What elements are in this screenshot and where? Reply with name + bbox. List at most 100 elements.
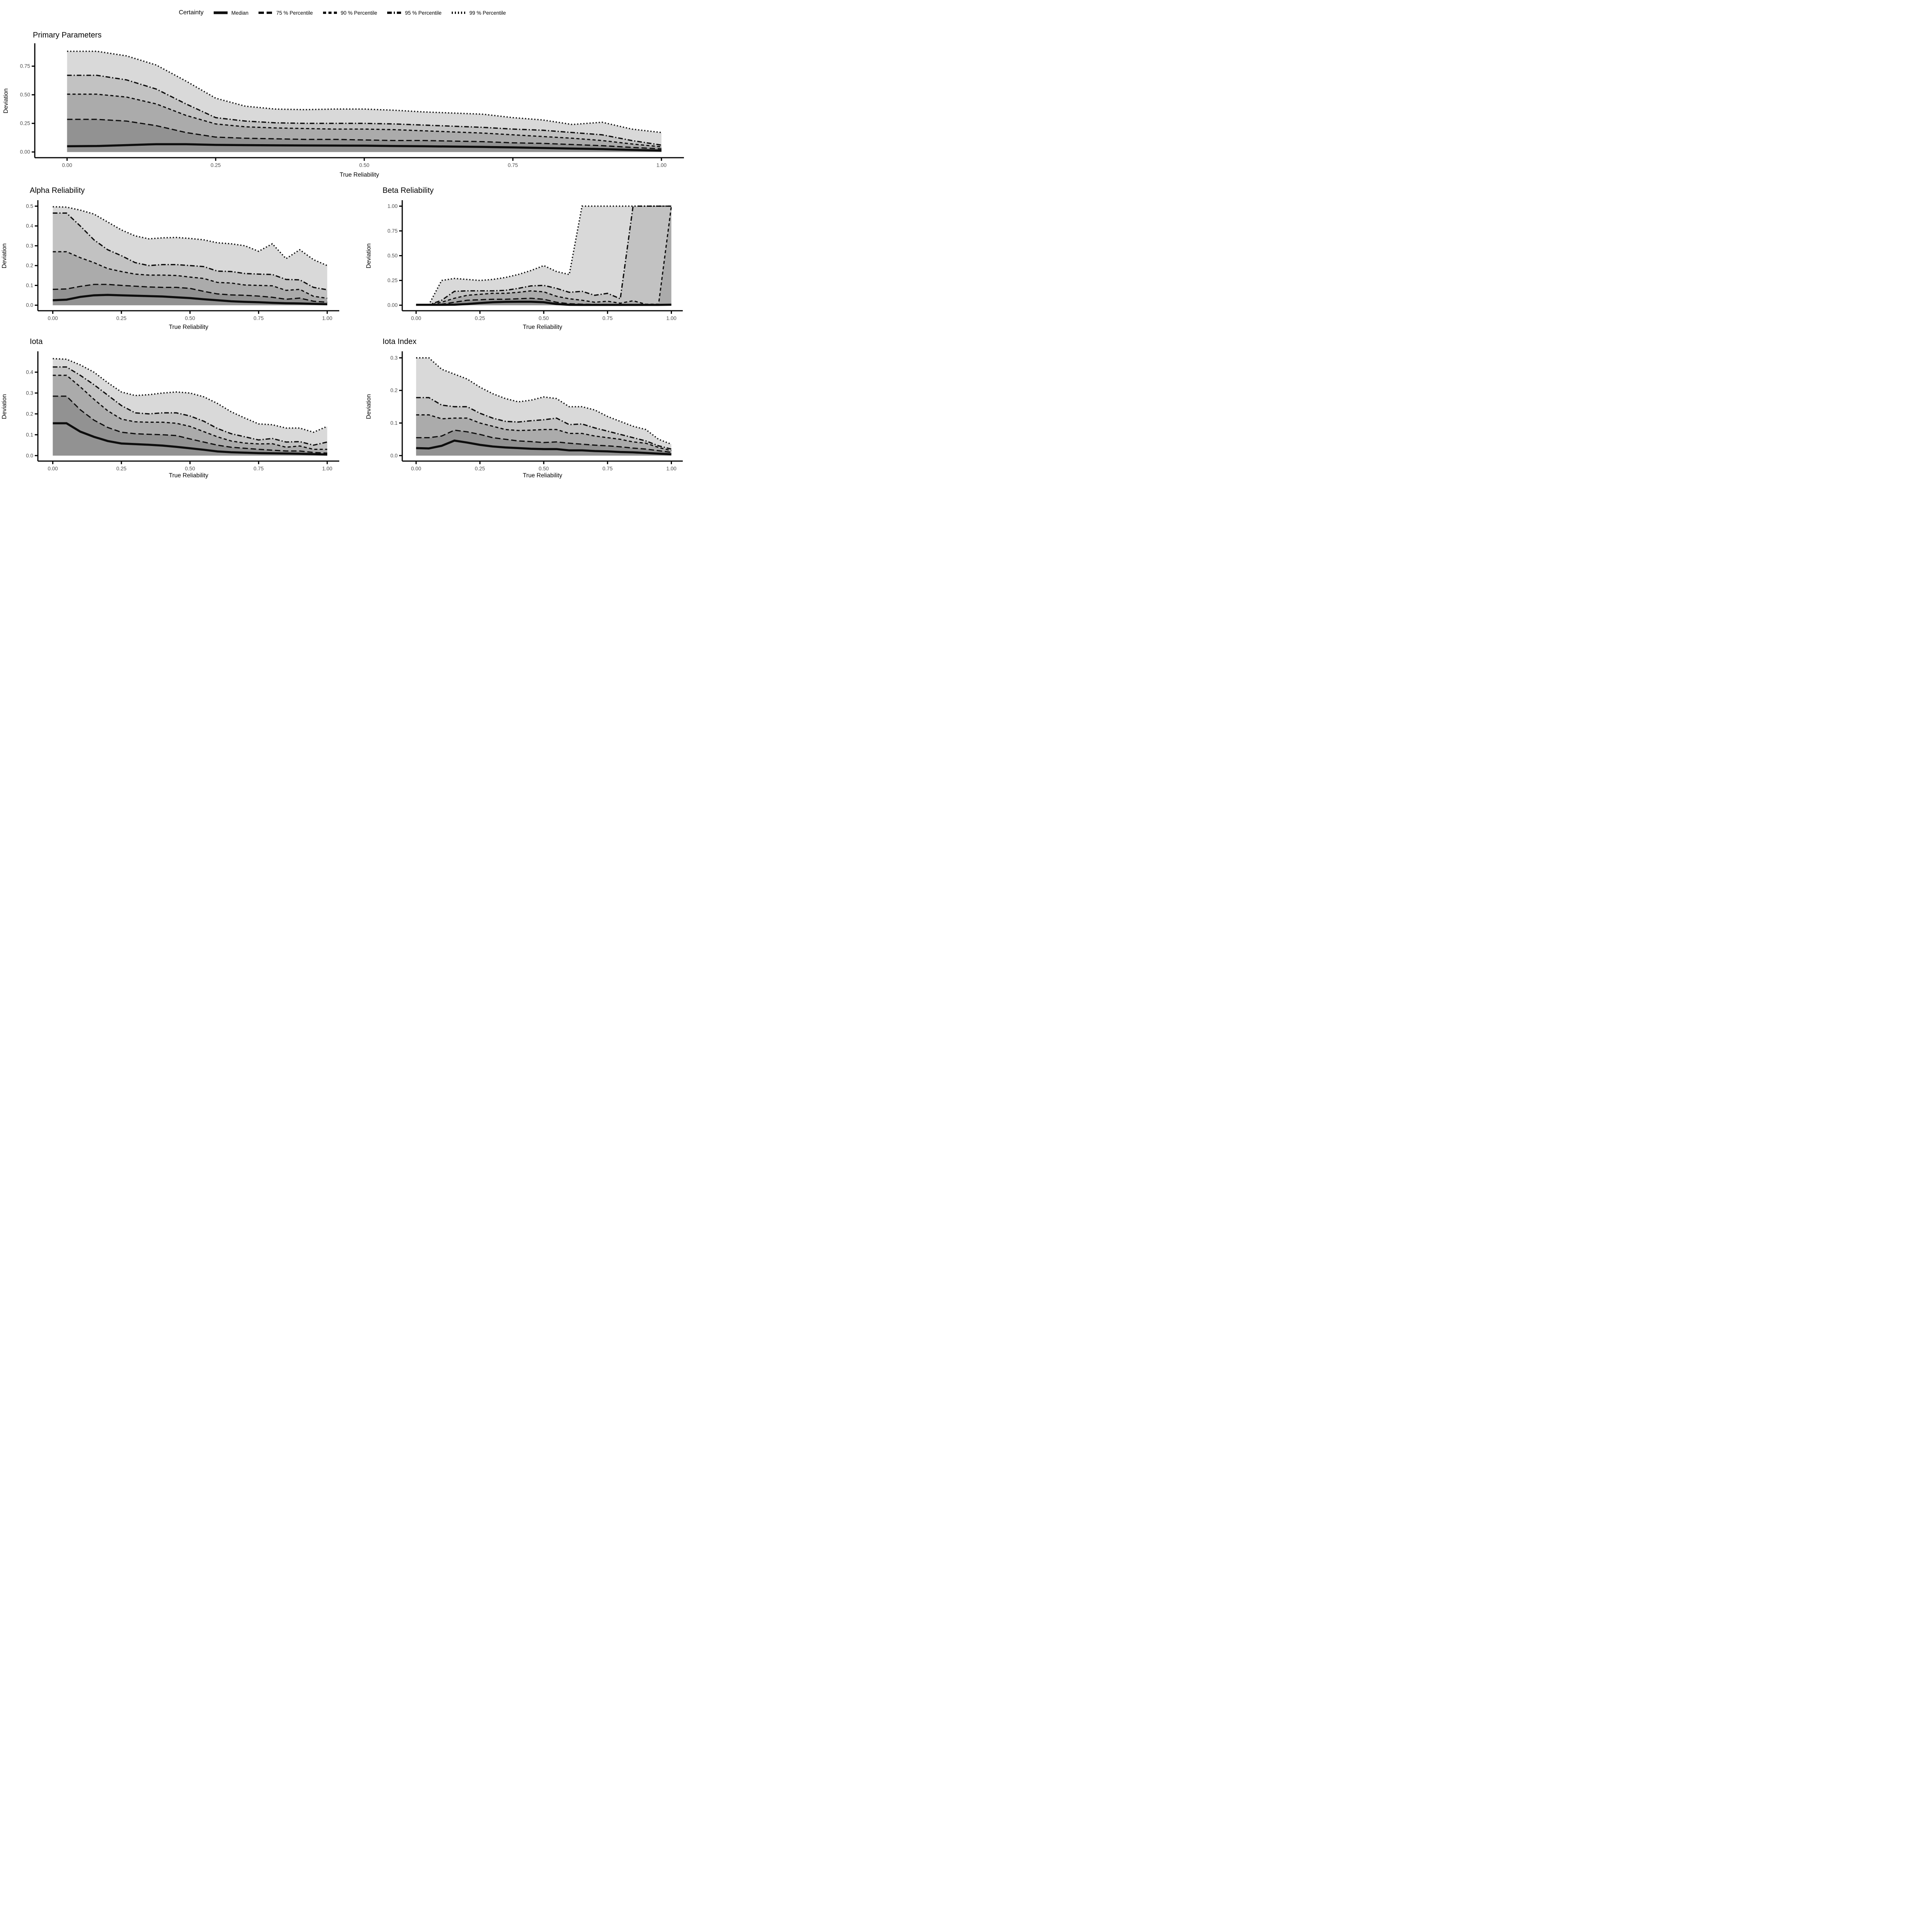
series-line-95 % Percentile [416, 397, 672, 450]
series-line-Median [53, 294, 327, 305]
x-tick-label: 0.50 [539, 315, 549, 321]
x-axis-title: True Reliability [169, 472, 208, 479]
percentile-band [416, 206, 672, 305]
legend-item-p99: 99 % Percentile [451, 10, 506, 16]
x-tick-label: 0.75 [253, 466, 264, 472]
series-line-75 % Percentile [53, 284, 327, 303]
x-tick-label: 0.50 [539, 466, 549, 472]
legend-item-label: 90 % Percentile [340, 10, 378, 16]
y-tick-label: 0.2 [26, 263, 33, 269]
iota-chart: 0.0 0.1 0.2 0.3 0.4 0.00 0.25 0.50 0.75 1.00 [26, 351, 339, 472]
y-tick-label: 0.5 [26, 203, 33, 209]
y-tick-label: 0.25 [388, 278, 398, 283]
figure: Certainty Median 75 % Percentile 90 % Pe… [0, 0, 685, 479]
series-line-95 % Percentile [53, 212, 328, 291]
legend-item-label: 75 % Percentile [276, 10, 313, 16]
y-tick-label: 0.75 [388, 228, 398, 234]
series-line-90 % Percentile [53, 375, 327, 450]
series-line-90 % Percentile [416, 414, 672, 451]
y-tick-label: 0.2 [26, 411, 33, 417]
y-tick-label: 1.00 [388, 203, 398, 209]
x-tick-label: 0.75 [253, 315, 264, 321]
x-tick-label: 0.25 [475, 315, 485, 321]
y-axis-title: Deviation [366, 394, 372, 419]
series-line-99 % Percentile [67, 51, 662, 133]
y-tick-label: 0.1 [26, 283, 33, 288]
x-tick-label: 0.50 [185, 466, 195, 472]
y-tick-label: 0.50 [388, 253, 398, 259]
series-line-Median [53, 422, 327, 456]
y-tick-label: 0.75 [20, 63, 30, 69]
y-tick-label: 0.00 [388, 302, 398, 308]
panel-title-iota-index: Iota Index [383, 337, 417, 346]
series-line-95 % Percentile [53, 366, 328, 446]
x-tick-label: 1.00 [322, 315, 332, 321]
percentile-band [53, 396, 327, 456]
series-line-95 % Percentile [67, 75, 662, 146]
percentile-band [53, 284, 327, 305]
x-tick-label: 0.50 [185, 315, 195, 321]
legend-title: Certainty [179, 9, 204, 16]
series-line-99 % Percentile [416, 357, 672, 445]
series-line-99 % Percentile [416, 205, 672, 306]
series-line-Median [416, 439, 672, 456]
legend-item-label: 99 % Percentile [469, 10, 506, 16]
y-axis-title: Deviation [3, 88, 9, 114]
p99-line-key-icon [451, 12, 466, 14]
panel-title-iota: Iota [30, 337, 43, 346]
x-axis-title: True Reliability [523, 324, 562, 330]
y-tick-label: 0.00 [20, 149, 30, 155]
p95-line-key-icon [387, 12, 401, 14]
y-tick-label: 0.3 [26, 243, 33, 249]
y-axis-title: Deviation [1, 394, 8, 419]
series-line-75 % Percentile [67, 119, 662, 150]
y-tick-label: 0.4 [26, 369, 33, 375]
x-tick-label: 0.25 [211, 162, 221, 168]
y-tick-label: 0.1 [26, 432, 33, 438]
x-tick-label: 0.25 [116, 315, 126, 321]
legend-item-label: Median [231, 10, 249, 16]
median-line-key-icon [213, 11, 228, 14]
series-line-Median [416, 300, 672, 306]
y-tick-label: 0.0 [390, 453, 398, 458]
x-tick-label: 0.00 [411, 466, 421, 472]
y-tick-label: 0.2 [390, 388, 398, 393]
p75-line-key-icon [259, 12, 273, 14]
panel-title-beta-reliability: Beta Reliability [383, 186, 434, 195]
y-tick-label: 0.4 [26, 223, 33, 229]
beta-reliability-chart: 0.00 0.25 0.50 0.75 1.00 0.00 0.25 0.50 0.75 1.00 [388, 200, 683, 321]
series-line-75 % Percentile [53, 395, 327, 454]
y-axis-title: Deviation [1, 243, 8, 269]
x-axis-title: True Reliability [340, 172, 379, 178]
x-tick-label: 1.00 [666, 315, 676, 321]
series-line-99 % Percentile [53, 206, 328, 266]
y-tick-label: 0.3 [390, 355, 398, 361]
primary-parameters-chart: 0.00 0.25 0.50 0.75 0.00 0.25 0.50 0.75 1.00 [20, 43, 684, 168]
x-tick-label: 0.50 [359, 162, 369, 168]
y-tick-label: 0.0 [26, 453, 33, 458]
x-tick-label: 0.75 [602, 466, 612, 472]
legend-item-median: Median [213, 10, 248, 16]
panel-title-alpha-reliability: Alpha Reliability [30, 186, 85, 195]
x-tick-label: 0.25 [116, 466, 126, 472]
series-line-90 % Percentile [53, 251, 328, 299]
p90-line-key-icon [323, 12, 337, 14]
x-tick-label: 1.00 [656, 162, 667, 168]
y-tick-label: 0.3 [26, 390, 33, 396]
x-tick-label: 0.00 [62, 162, 72, 168]
x-tick-label: 0.00 [48, 466, 58, 472]
legend-item-label: 95 % Percentile [405, 10, 442, 16]
series-line-90 % Percentile [67, 94, 662, 148]
x-tick-label: 0.75 [602, 315, 612, 321]
series-line-95 % Percentile [416, 205, 672, 306]
series-line-90 % Percentile [416, 206, 672, 306]
y-tick-label: 0.0 [26, 302, 33, 308]
panel-title-primary-parameters: Primary Parameters [33, 31, 102, 39]
x-tick-label: 0.00 [48, 315, 58, 321]
x-tick-label: 0.75 [508, 162, 518, 168]
series-line-Median [67, 143, 662, 152]
legend-item-p90: 90 % Percentile [322, 10, 378, 16]
series-line-99 % Percentile [53, 358, 328, 433]
iota-index-chart: 0.0 0.1 0.2 0.3 0.00 0.25 0.50 0.75 1.00 [390, 351, 683, 472]
y-tick-label: 0.1 [390, 420, 398, 426]
